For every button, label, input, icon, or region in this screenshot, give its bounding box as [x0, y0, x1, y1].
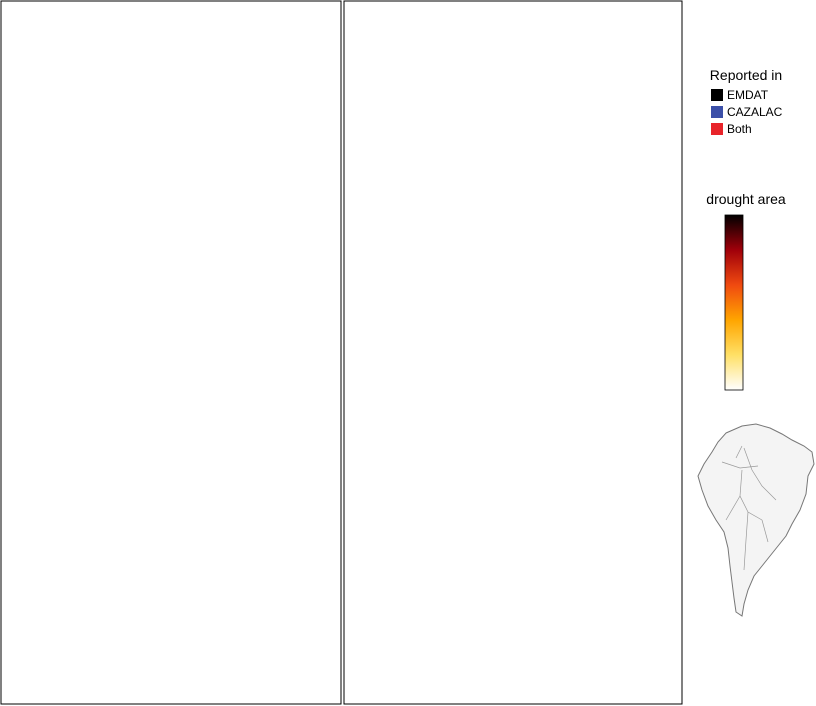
- legend-label-both: Both: [727, 122, 752, 136]
- colorbar: drought area: [706, 191, 786, 391]
- left-panel-frame: [0, 0, 342, 705]
- colorbar-title: drought area: [706, 191, 786, 207]
- legend-label-emdat: EMDAT: [727, 88, 769, 102]
- map-borders: [721, 445, 777, 571]
- legend-label-cazalac: CAZALAC: [727, 105, 783, 119]
- legend-swatch-emdat: [711, 89, 723, 101]
- colorbar-gradient: [724, 214, 744, 391]
- map-outline: [697, 423, 815, 617]
- reported-legend: Reported in EMDAT CAZALAC Both: [710, 67, 783, 136]
- right-panel-frame: [343, 0, 683, 705]
- reported-legend-title: Reported in: [710, 67, 782, 83]
- south-america-map: [697, 423, 815, 617]
- legend-swatch-cazalac: [711, 106, 723, 118]
- legend-swatch-both: [711, 123, 723, 135]
